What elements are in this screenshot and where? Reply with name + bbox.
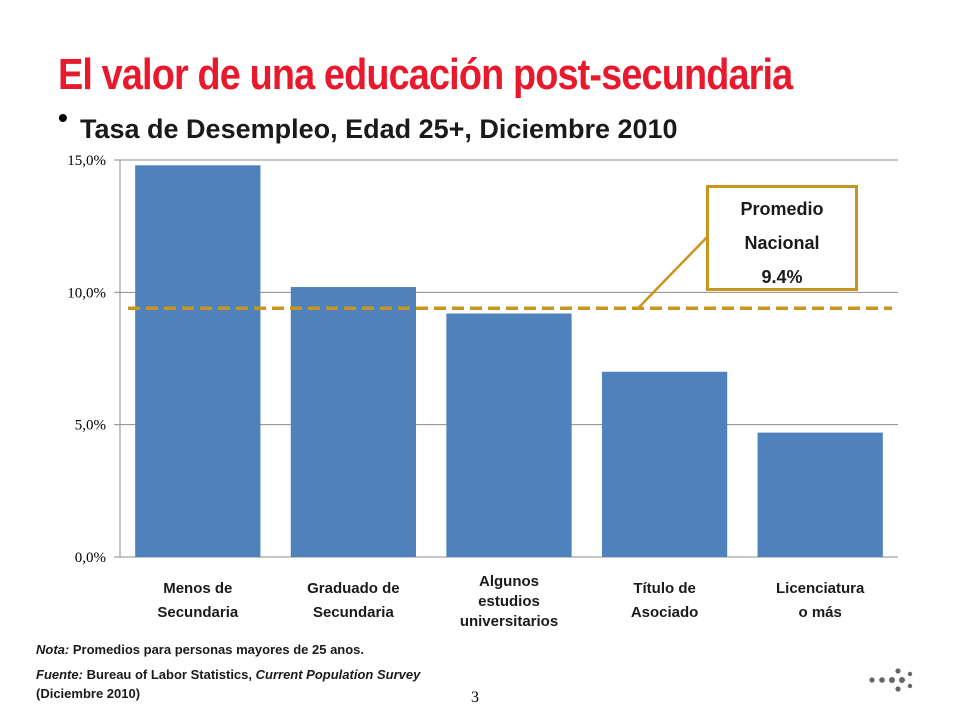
y-tick-label: 15,0% <box>67 153 106 169</box>
average-annotation-box: Promedio Nacional 9.4% <box>706 185 858 291</box>
chart-subtitle: Tasa de Desempleo, Edad 25+, Diciembre 2… <box>80 114 678 144</box>
annotation-line-2: Nacional <box>744 233 820 253</box>
annotation-line-3: 9.4% <box>761 267 803 287</box>
x-tick-label-line: Licenciatura <box>776 580 865 597</box>
y-tick-label: 0,0% <box>75 550 106 566</box>
average-reference <box>128 231 892 310</box>
nota-text: Promedios para personas mayores de 25 an… <box>72 642 365 657</box>
x-tick-label: Graduado de Secundaria <box>278 577 428 625</box>
x-tick-label-line: Graduado de <box>307 580 400 597</box>
x-tick-label-line: Algunos <box>479 573 539 590</box>
bar <box>601 371 728 557</box>
nota-line: Nota: Promedios para personas mayores de… <box>36 642 364 657</box>
slide-title: El valor de una educación post-secundari… <box>58 50 793 99</box>
fuente-date: (Diciembre 2010) <box>36 686 141 701</box>
x-tick-label-line: Asociado <box>630 604 699 621</box>
x-tick-label-line: Título de <box>633 580 696 597</box>
dots-logo-icon <box>869 668 913 692</box>
x-tick-label-line: estudios <box>478 593 540 610</box>
x-tick-label-line: Menos de <box>163 580 233 597</box>
bar <box>290 287 417 557</box>
page-number: 3 <box>471 689 479 706</box>
bar <box>757 432 883 557</box>
x-tick-label: Menos de Secundaria <box>123 577 273 625</box>
x-tick-label-line: o más <box>798 604 842 621</box>
x-tick-label: Algunos estudios universitarios <box>434 572 584 632</box>
y-tick-label: 10,0% <box>67 285 106 301</box>
x-tick-label: Licenciatura o más <box>745 577 895 625</box>
x-tick-label-line: universitarios <box>459 613 559 630</box>
y-axis-ticks: 0,0% 5,0% 10,0% 15,0% <box>67 153 106 566</box>
x-tick-label: Título de Asociado <box>590 577 740 625</box>
bar <box>446 313 572 557</box>
chart-bars <box>135 165 883 557</box>
y-tick-label: 5,0% <box>75 418 106 434</box>
nota-label: Nota: <box>36 642 70 657</box>
fuente-label: Fuente: <box>36 667 83 682</box>
annotation-leader <box>637 231 713 310</box>
fuente-text: Bureau of Labor Statistics, <box>86 667 252 682</box>
x-tick-label-line: Secundaria <box>157 604 239 621</box>
fuente-line: Fuente: Bureau of Labor Statistics, Curr… <box>36 667 420 682</box>
bar <box>135 165 261 557</box>
bullet-icon: • <box>58 102 68 133</box>
annotation-line-1: Promedio <box>740 199 824 219</box>
fuente-survey: Current Population Survey <box>255 667 421 682</box>
x-tick-label-line: Secundaria <box>312 604 394 621</box>
